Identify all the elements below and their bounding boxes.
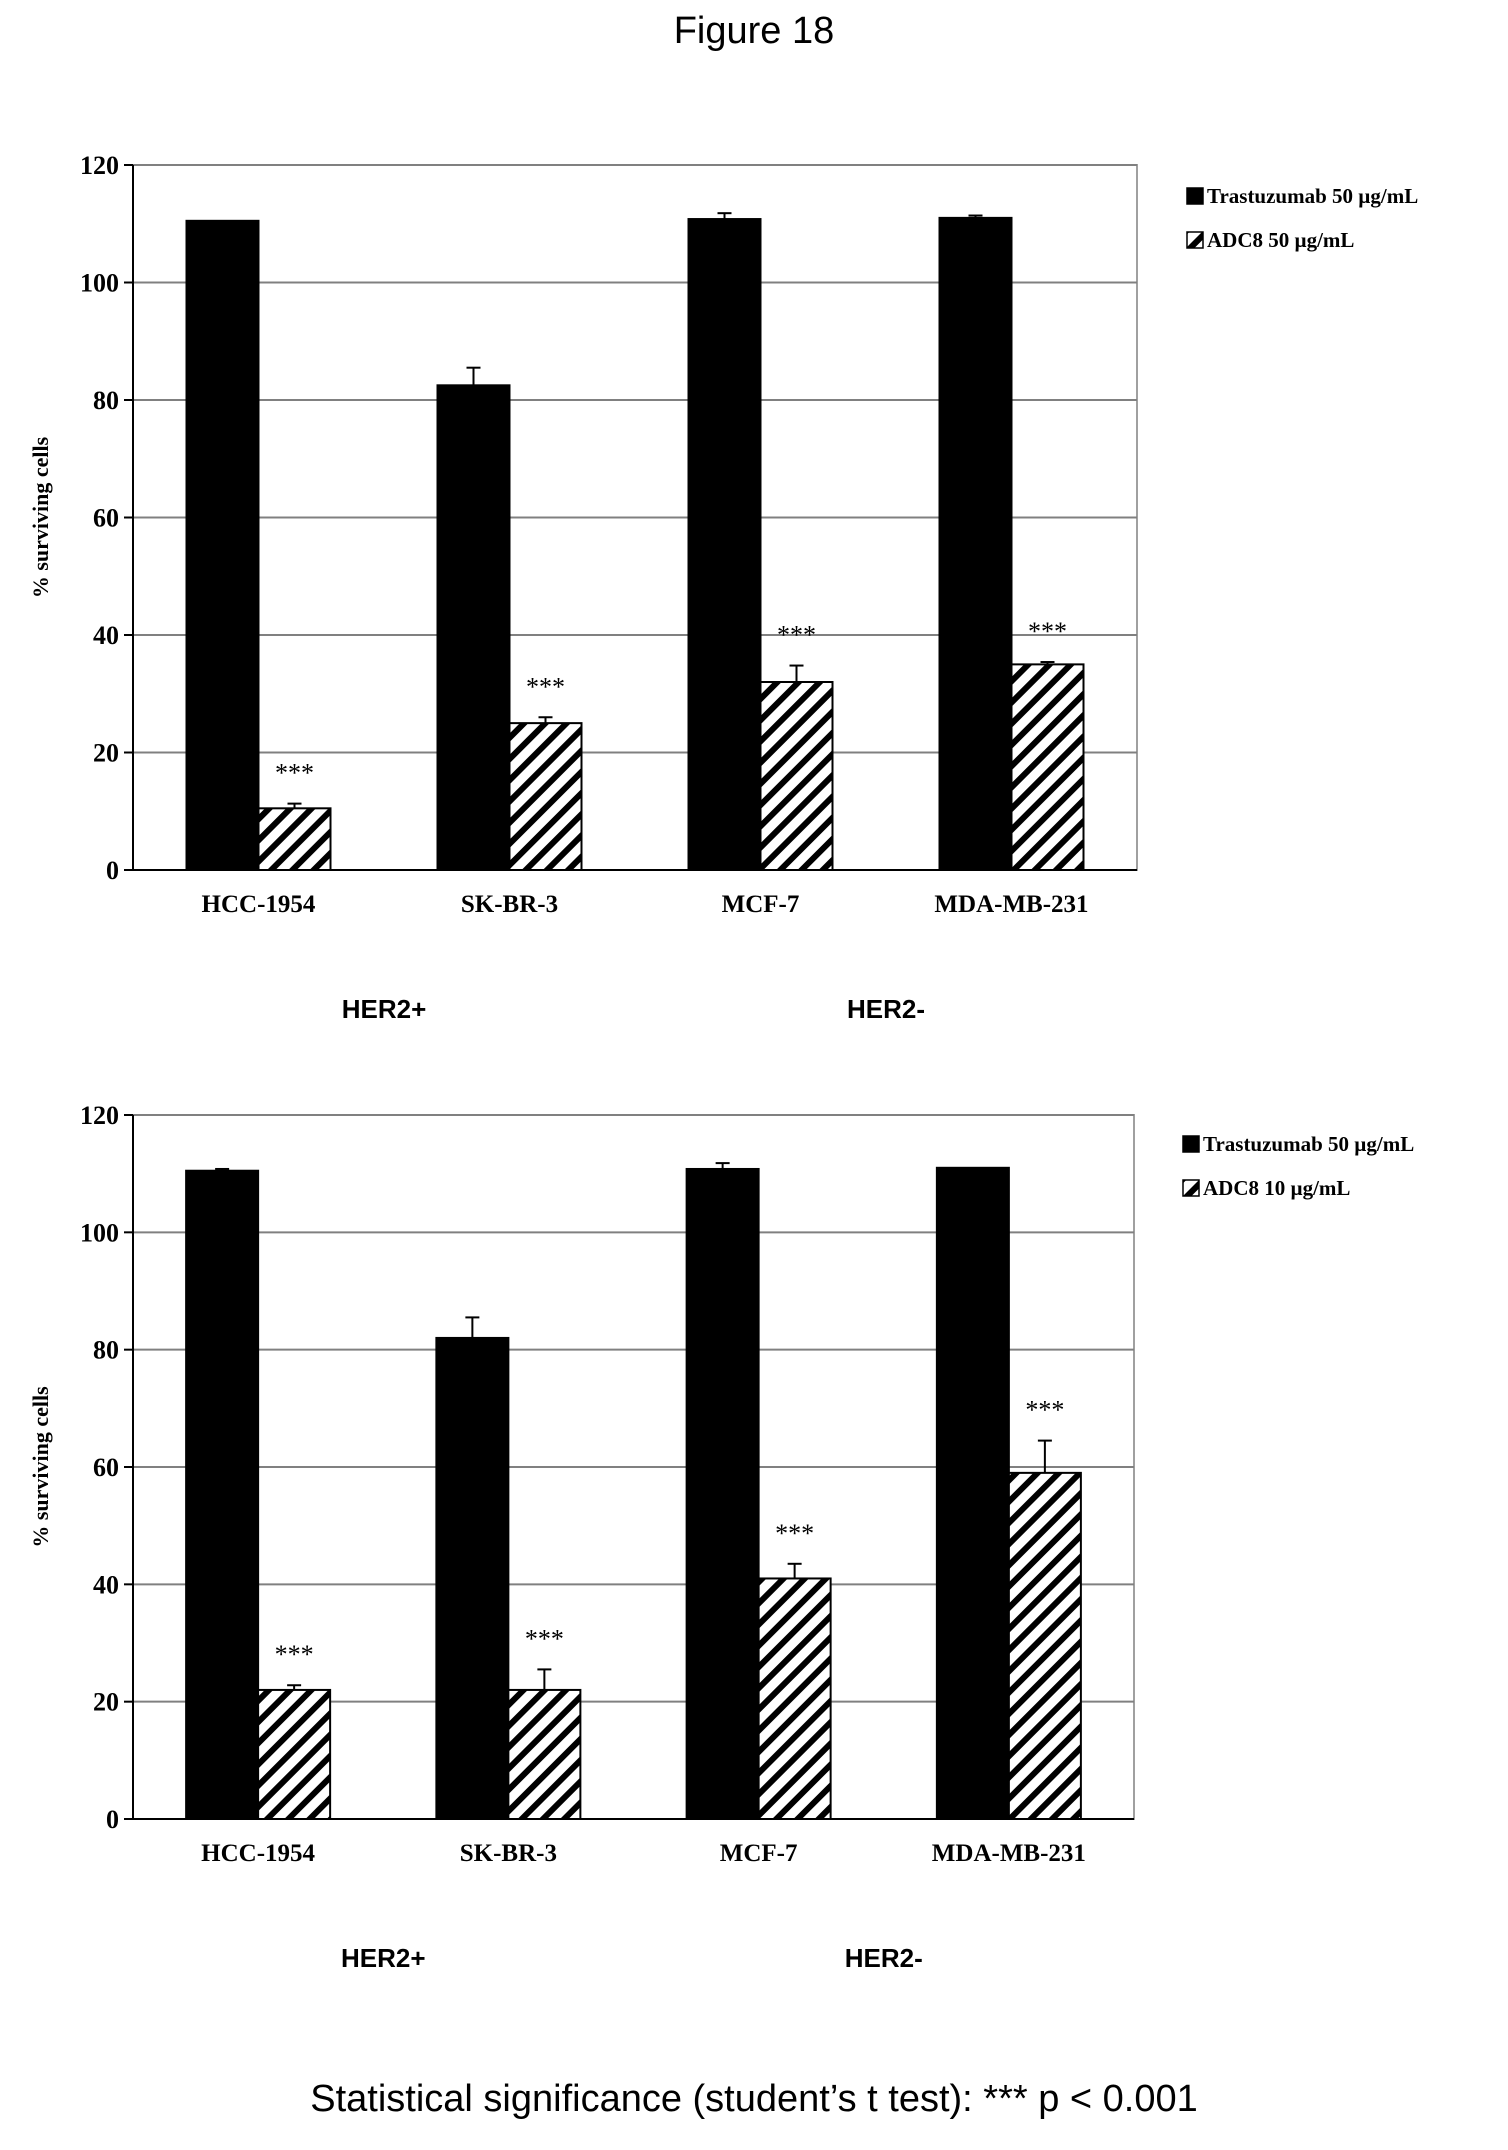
x-tick-label: MDA-MB-231 — [934, 891, 1088, 918]
bar-adc8 — [1007, 1471, 1082, 1820]
x-tick-label: MCF-7 — [720, 1840, 798, 1867]
y-axis-label: % surviving cells — [28, 436, 53, 598]
y-axis-label: % surviving cells — [28, 1386, 53, 1548]
bar-chart-top: 0 20 40 60 80 100 120 % surviving cells *** HCC-1… — [28, 151, 1418, 1024]
bar-trastuzumab — [685, 1167, 760, 1821]
group-label: HER2- — [845, 1943, 923, 1973]
significance-marker: *** — [777, 621, 816, 650]
y-tick-label: 20 — [93, 739, 119, 768]
bar-adc8 — [257, 807, 332, 871]
significance-footnote: Statistical significance (student’s t te… — [310, 2078, 1198, 2120]
x-tick-label: SK-BR-3 — [461, 891, 558, 918]
significance-marker: *** — [275, 759, 314, 788]
y-tick-label: 100 — [80, 1218, 119, 1247]
x-tick-label: MDA-MB-231 — [932, 1840, 1086, 1867]
y-tick-label: 60 — [93, 1453, 119, 1482]
legend-swatch — [1186, 231, 1204, 249]
significance-marker: *** — [275, 1640, 314, 1669]
significance-marker: *** — [525, 1624, 564, 1653]
legend-swatch — [1182, 1135, 1200, 1153]
significance-marker: *** — [1028, 617, 1067, 646]
bar-adc8 — [759, 681, 834, 871]
y-tick-label: 100 — [80, 269, 119, 298]
figure-title: Figure 18 — [673, 10, 835, 52]
legend-label: ADC8 10 µg/mL — [1203, 1176, 1350, 1200]
bar-adc8 — [257, 1688, 332, 1821]
legend-label: Trastuzumab 50 µg/mL — [1207, 184, 1418, 208]
bar-adc8 — [507, 1688, 582, 1821]
y-tick-label: 120 — [80, 151, 119, 180]
legend-swatch — [1186, 187, 1204, 205]
bar-adc8 — [508, 722, 583, 871]
x-tick-label: HCC-1954 — [202, 891, 316, 918]
group-label: HER2+ — [342, 994, 427, 1024]
bar-trastuzumab — [935, 1166, 1010, 1821]
legend-label: ADC8 50 µg/mL — [1207, 228, 1354, 252]
y-tick-label: 20 — [93, 1688, 119, 1717]
y-tick-label: 80 — [93, 1336, 119, 1365]
bar-trastuzumab — [436, 384, 511, 871]
bar-trastuzumab — [185, 219, 260, 871]
bar-adc8 — [757, 1577, 832, 1821]
legend-swatch — [1182, 1179, 1200, 1197]
y-tick-label: 120 — [80, 1101, 119, 1130]
group-label: HER2- — [847, 994, 925, 1024]
y-tick-label: 80 — [93, 386, 119, 415]
significance-marker: *** — [775, 1519, 814, 1548]
group-label: HER2+ — [341, 1943, 426, 1973]
bar-chart-bottom: 0 20 40 60 80 100 120 % surviving cells *** HCC-1… — [28, 1101, 1414, 1973]
y-tick-label: 40 — [93, 1570, 119, 1599]
y-tick-label: 60 — [93, 504, 119, 533]
bar-trastuzumab — [938, 216, 1013, 871]
y-tick-label: 40 — [93, 621, 119, 650]
legend-label: Trastuzumab 50 µg/mL — [1203, 1132, 1414, 1156]
y-tick-label: 0 — [106, 1805, 119, 1834]
x-tick-label: SK-BR-3 — [460, 1840, 557, 1867]
significance-marker: *** — [1025, 1396, 1064, 1425]
bar-trastuzumab — [687, 218, 762, 872]
x-tick-label: HCC-1954 — [201, 1840, 315, 1867]
significance-marker: *** — [526, 672, 565, 701]
bar-trastuzumab — [435, 1336, 510, 1821]
y-tick-label: 0 — [106, 856, 119, 885]
x-tick-label: MCF-7 — [722, 891, 800, 918]
bar-adc8 — [1010, 663, 1085, 871]
bar-trastuzumab — [185, 1169, 260, 1820]
